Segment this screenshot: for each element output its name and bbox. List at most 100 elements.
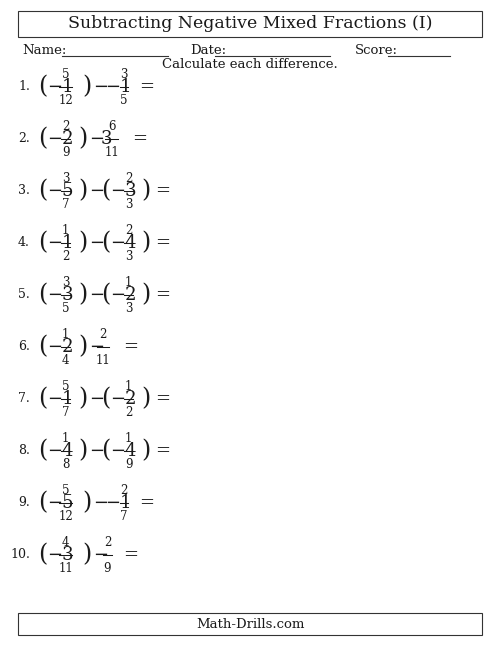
Text: 9.: 9. [18,496,30,509]
Text: (: ( [38,127,47,151]
Text: −4: −4 [110,442,136,460]
Text: −2: −2 [110,390,136,408]
Text: 2: 2 [104,536,111,549]
Text: 2: 2 [125,171,132,184]
Text: 2: 2 [62,120,70,133]
Text: ): ) [78,388,88,410]
Text: (: ( [38,283,47,307]
Text: −: − [89,130,104,148]
Text: (: ( [38,543,47,567]
Text: (: ( [38,232,47,254]
Text: 8.: 8. [18,444,30,457]
Text: ): ) [82,543,92,567]
Text: −: − [89,234,104,252]
Text: −2: −2 [47,130,74,148]
Text: Subtracting Negative Mixed Fractions (I): Subtracting Negative Mixed Fractions (I) [68,16,432,32]
Text: 3: 3 [62,171,70,184]
Text: ): ) [78,283,88,307]
Text: 10.: 10. [10,549,30,562]
Text: Date:: Date: [190,43,226,56]
Text: =: = [155,234,170,252]
Text: Name:: Name: [22,43,66,56]
Text: −: − [94,494,108,512]
Text: 5: 5 [62,483,70,496]
Text: 4: 4 [62,353,70,366]
Text: ): ) [78,127,88,151]
Text: 2: 2 [62,250,70,263]
Text: ): ) [78,232,88,254]
Text: −3: −3 [47,286,74,304]
Text: ): ) [141,232,150,254]
Text: 3: 3 [125,197,132,210]
Text: (: ( [101,283,110,307]
Text: −: − [89,442,104,460]
Text: (: ( [38,492,47,514]
Text: 1: 1 [62,327,70,340]
Text: 2: 2 [125,406,132,419]
Text: =: = [123,338,138,356]
Text: −2: −2 [110,286,136,304]
Text: 4.: 4. [18,237,30,250]
Text: 7.: 7. [18,393,30,406]
Text: 1: 1 [125,432,132,444]
Text: (: ( [101,388,110,410]
Text: =: = [155,390,170,408]
Text: 12: 12 [58,509,73,523]
Text: (: ( [101,439,110,463]
Text: 3: 3 [125,302,132,314]
Text: 5: 5 [120,94,128,107]
Text: 3: 3 [125,250,132,263]
Text: −1: −1 [47,390,74,408]
Text: 6.: 6. [18,340,30,353]
Text: 8: 8 [62,457,70,470]
Text: Calculate each difference.: Calculate each difference. [162,58,338,72]
Text: −: − [89,182,104,200]
Text: 11: 11 [96,353,110,366]
Text: (: ( [101,232,110,254]
Text: (: ( [38,179,47,203]
Text: 5.: 5. [18,289,30,302]
Text: =: = [155,286,170,304]
Text: 1.: 1. [18,80,30,94]
Text: 6: 6 [108,120,116,133]
Text: 5: 5 [62,380,70,393]
Text: 5: 5 [62,302,70,314]
Text: −1: −1 [106,78,132,96]
Text: =: = [132,130,146,148]
Text: −1: −1 [106,494,132,512]
Text: −3: −3 [110,182,136,200]
Text: −: − [89,338,104,356]
Text: 2.: 2. [18,133,30,146]
Text: ): ) [82,492,92,514]
Text: ): ) [78,439,88,463]
Text: −4: −4 [110,234,136,252]
Text: =: = [140,494,154,512]
Text: (: ( [38,336,47,358]
Text: (: ( [38,439,47,463]
Text: =: = [140,78,154,96]
Text: 2: 2 [120,483,128,496]
Text: −: − [89,390,104,408]
Text: −4: −4 [47,442,74,460]
Text: 1: 1 [125,276,132,289]
Text: ): ) [141,179,150,203]
Text: 7: 7 [62,197,70,210]
FancyBboxPatch shape [18,11,482,37]
Text: 9: 9 [125,457,132,470]
Text: ): ) [141,439,150,463]
Text: 4: 4 [62,536,70,549]
Text: ): ) [78,336,88,358]
Text: (: ( [101,179,110,203]
Text: 2: 2 [100,327,106,340]
Text: ): ) [141,388,150,410]
Text: =: = [123,546,138,564]
Text: 1: 1 [125,380,132,393]
Text: =: = [155,182,170,200]
Text: 7: 7 [62,406,70,419]
Text: 3.: 3. [18,184,30,197]
Text: ): ) [82,76,92,98]
Text: 2: 2 [125,223,132,237]
Text: 9: 9 [62,146,70,159]
Text: −: − [89,286,104,304]
Text: 3: 3 [101,130,112,148]
